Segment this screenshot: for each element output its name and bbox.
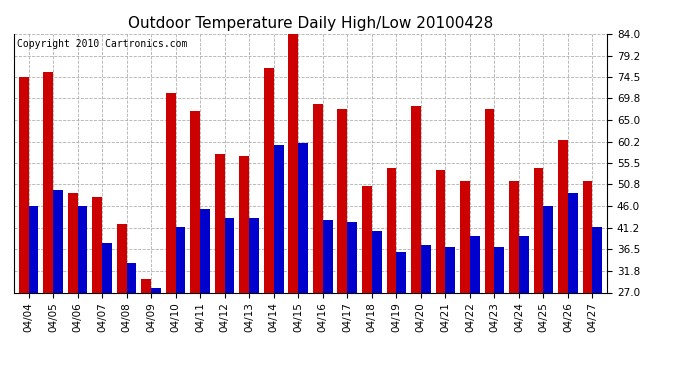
Bar bbox=[582, 181, 593, 292]
Bar bbox=[558, 140, 568, 292]
Bar bbox=[421, 245, 431, 292]
Bar bbox=[435, 170, 445, 292]
Bar bbox=[470, 236, 480, 292]
Bar bbox=[386, 168, 396, 292]
Bar bbox=[362, 186, 372, 292]
Bar bbox=[288, 32, 298, 292]
Bar bbox=[544, 206, 553, 292]
Bar bbox=[533, 168, 544, 292]
Bar bbox=[225, 217, 235, 292]
Bar bbox=[445, 247, 455, 292]
Bar bbox=[239, 156, 249, 292]
Bar bbox=[323, 220, 333, 292]
Bar bbox=[519, 236, 529, 292]
Bar bbox=[126, 263, 137, 292]
Bar bbox=[298, 143, 308, 292]
Bar bbox=[141, 279, 151, 292]
Bar bbox=[215, 154, 225, 292]
Bar bbox=[77, 206, 88, 292]
Bar bbox=[200, 209, 210, 292]
Bar bbox=[337, 109, 347, 292]
Bar bbox=[151, 288, 161, 292]
Bar bbox=[190, 111, 200, 292]
Bar bbox=[53, 190, 63, 292]
Bar bbox=[411, 106, 421, 292]
Bar bbox=[264, 68, 274, 292]
Bar bbox=[396, 252, 406, 292]
Bar bbox=[176, 226, 186, 292]
Bar bbox=[372, 231, 382, 292]
Bar bbox=[19, 77, 28, 292]
Bar bbox=[568, 193, 578, 292]
Bar bbox=[249, 217, 259, 292]
Bar bbox=[68, 193, 77, 292]
Bar bbox=[102, 243, 112, 292]
Bar bbox=[593, 226, 602, 292]
Bar bbox=[509, 181, 519, 292]
Bar bbox=[43, 72, 53, 292]
Bar bbox=[484, 109, 495, 292]
Bar bbox=[347, 222, 357, 292]
Text: Copyright 2010 Cartronics.com: Copyright 2010 Cartronics.com bbox=[17, 39, 187, 49]
Bar bbox=[117, 224, 126, 292]
Bar bbox=[92, 197, 102, 292]
Title: Outdoor Temperature Daily High/Low 20100428: Outdoor Temperature Daily High/Low 20100… bbox=[128, 16, 493, 31]
Bar bbox=[166, 93, 176, 292]
Bar bbox=[460, 181, 470, 292]
Bar bbox=[274, 145, 284, 292]
Bar bbox=[28, 206, 39, 292]
Bar bbox=[495, 247, 504, 292]
Bar bbox=[313, 104, 323, 292]
